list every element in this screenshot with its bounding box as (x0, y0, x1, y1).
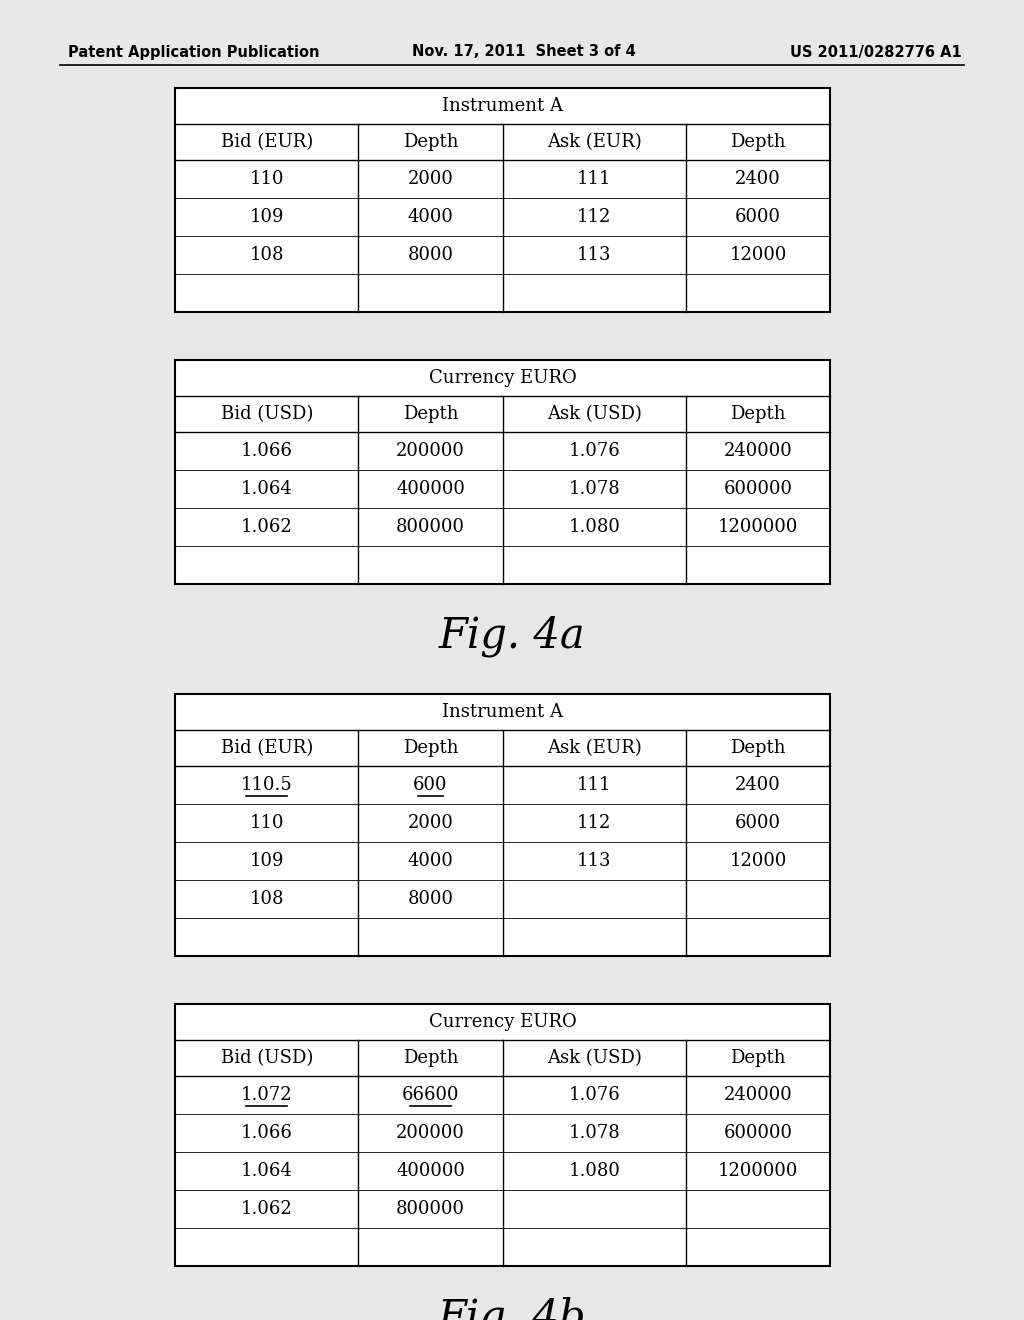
Text: US 2011/0282776 A1: US 2011/0282776 A1 (790, 45, 962, 59)
Text: 113: 113 (577, 246, 611, 264)
Text: Instrument A: Instrument A (442, 704, 563, 721)
Text: 400000: 400000 (396, 1162, 465, 1180)
Text: 600000: 600000 (723, 1125, 793, 1142)
Text: 6000: 6000 (735, 814, 781, 832)
Text: 800000: 800000 (396, 1200, 465, 1218)
Text: 4000: 4000 (408, 851, 454, 870)
Text: 2000: 2000 (408, 170, 454, 187)
Text: Fig. 4a: Fig. 4a (438, 615, 586, 657)
Text: 400000: 400000 (396, 480, 465, 498)
Text: 1.080: 1.080 (568, 1162, 621, 1180)
Text: 113: 113 (577, 851, 611, 870)
Text: Nov. 17, 2011  Sheet 3 of 4: Nov. 17, 2011 Sheet 3 of 4 (412, 45, 636, 59)
Text: 600000: 600000 (723, 480, 793, 498)
Text: Ask (USD): Ask (USD) (547, 405, 642, 422)
Text: 1.078: 1.078 (568, 1125, 621, 1142)
Text: 112: 112 (577, 814, 611, 832)
Text: 1.062: 1.062 (241, 517, 293, 536)
Text: Depth: Depth (730, 1049, 785, 1067)
Bar (175, 360, 830, 583)
Text: 200000: 200000 (396, 1125, 465, 1142)
Text: Depth: Depth (730, 405, 785, 422)
Text: Depth: Depth (402, 133, 458, 150)
Text: Ask (EUR): Ask (EUR) (547, 739, 642, 756)
Text: 109: 109 (250, 209, 284, 226)
Bar (175, 88, 830, 312)
Text: Currency EURO: Currency EURO (429, 1012, 577, 1031)
Text: 2000: 2000 (408, 814, 454, 832)
Text: 4000: 4000 (408, 209, 454, 226)
Text: 8000: 8000 (408, 246, 454, 264)
Text: 109: 109 (250, 851, 284, 870)
Text: Ask (EUR): Ask (EUR) (547, 133, 642, 150)
Bar (175, 1005, 830, 1266)
Text: Bid (EUR): Bid (EUR) (220, 133, 312, 150)
Bar (175, 88, 830, 312)
Text: 1.062: 1.062 (241, 1200, 293, 1218)
Text: Ask (USD): Ask (USD) (547, 1049, 642, 1067)
Text: Bid (EUR): Bid (EUR) (220, 739, 312, 756)
Text: 1.066: 1.066 (241, 442, 293, 459)
Text: 108: 108 (250, 246, 284, 264)
Text: 2400: 2400 (735, 170, 781, 187)
Text: 600: 600 (414, 776, 447, 795)
Text: 240000: 240000 (724, 442, 793, 459)
Text: 111: 111 (577, 170, 611, 187)
Text: 1.080: 1.080 (568, 517, 621, 536)
Bar (175, 694, 830, 956)
Text: Patent Application Publication: Patent Application Publication (68, 45, 319, 59)
Text: 1.076: 1.076 (568, 442, 621, 459)
Text: Depth: Depth (730, 133, 785, 150)
Text: 1.076: 1.076 (568, 1086, 621, 1104)
Text: Depth: Depth (402, 739, 458, 756)
Text: 12000: 12000 (729, 246, 786, 264)
Text: 240000: 240000 (724, 1086, 793, 1104)
Text: Depth: Depth (730, 739, 785, 756)
Text: 110: 110 (250, 814, 284, 832)
Text: Currency EURO: Currency EURO (429, 370, 577, 387)
Text: 110.5: 110.5 (241, 776, 293, 795)
Text: 6000: 6000 (735, 209, 781, 226)
Text: 108: 108 (250, 890, 284, 908)
Text: 1.064: 1.064 (241, 1162, 293, 1180)
Text: 110: 110 (250, 170, 284, 187)
Bar (175, 694, 830, 956)
Text: 8000: 8000 (408, 890, 454, 908)
Text: 112: 112 (577, 209, 611, 226)
Text: 111: 111 (577, 776, 611, 795)
Text: 200000: 200000 (396, 442, 465, 459)
Text: 1200000: 1200000 (718, 1162, 798, 1180)
Bar (175, 1005, 830, 1266)
Text: Depth: Depth (402, 1049, 458, 1067)
Text: 800000: 800000 (396, 517, 465, 536)
Text: 1.072: 1.072 (241, 1086, 293, 1104)
Text: 2400: 2400 (735, 776, 781, 795)
Text: Bid (USD): Bid (USD) (220, 405, 313, 422)
Text: Instrument A: Instrument A (442, 96, 563, 115)
Bar (175, 360, 830, 583)
Text: Depth: Depth (402, 405, 458, 422)
Text: Fig. 4b: Fig. 4b (437, 1296, 587, 1320)
Text: 1200000: 1200000 (718, 517, 798, 536)
Text: 12000: 12000 (729, 851, 786, 870)
Text: 66600: 66600 (401, 1086, 459, 1104)
Text: 1.066: 1.066 (241, 1125, 293, 1142)
Text: 1.064: 1.064 (241, 480, 293, 498)
Text: 1.078: 1.078 (568, 480, 621, 498)
Text: Bid (USD): Bid (USD) (220, 1049, 313, 1067)
